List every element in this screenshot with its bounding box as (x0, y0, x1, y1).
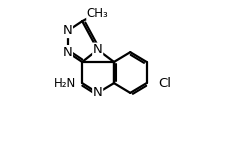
Text: N: N (63, 24, 72, 37)
Text: N: N (93, 86, 103, 99)
Text: Cl: Cl (158, 77, 171, 90)
Text: N: N (63, 46, 72, 59)
Text: N: N (93, 43, 103, 56)
Text: H₂N: H₂N (54, 77, 76, 90)
Text: CH₃: CH₃ (87, 7, 108, 20)
